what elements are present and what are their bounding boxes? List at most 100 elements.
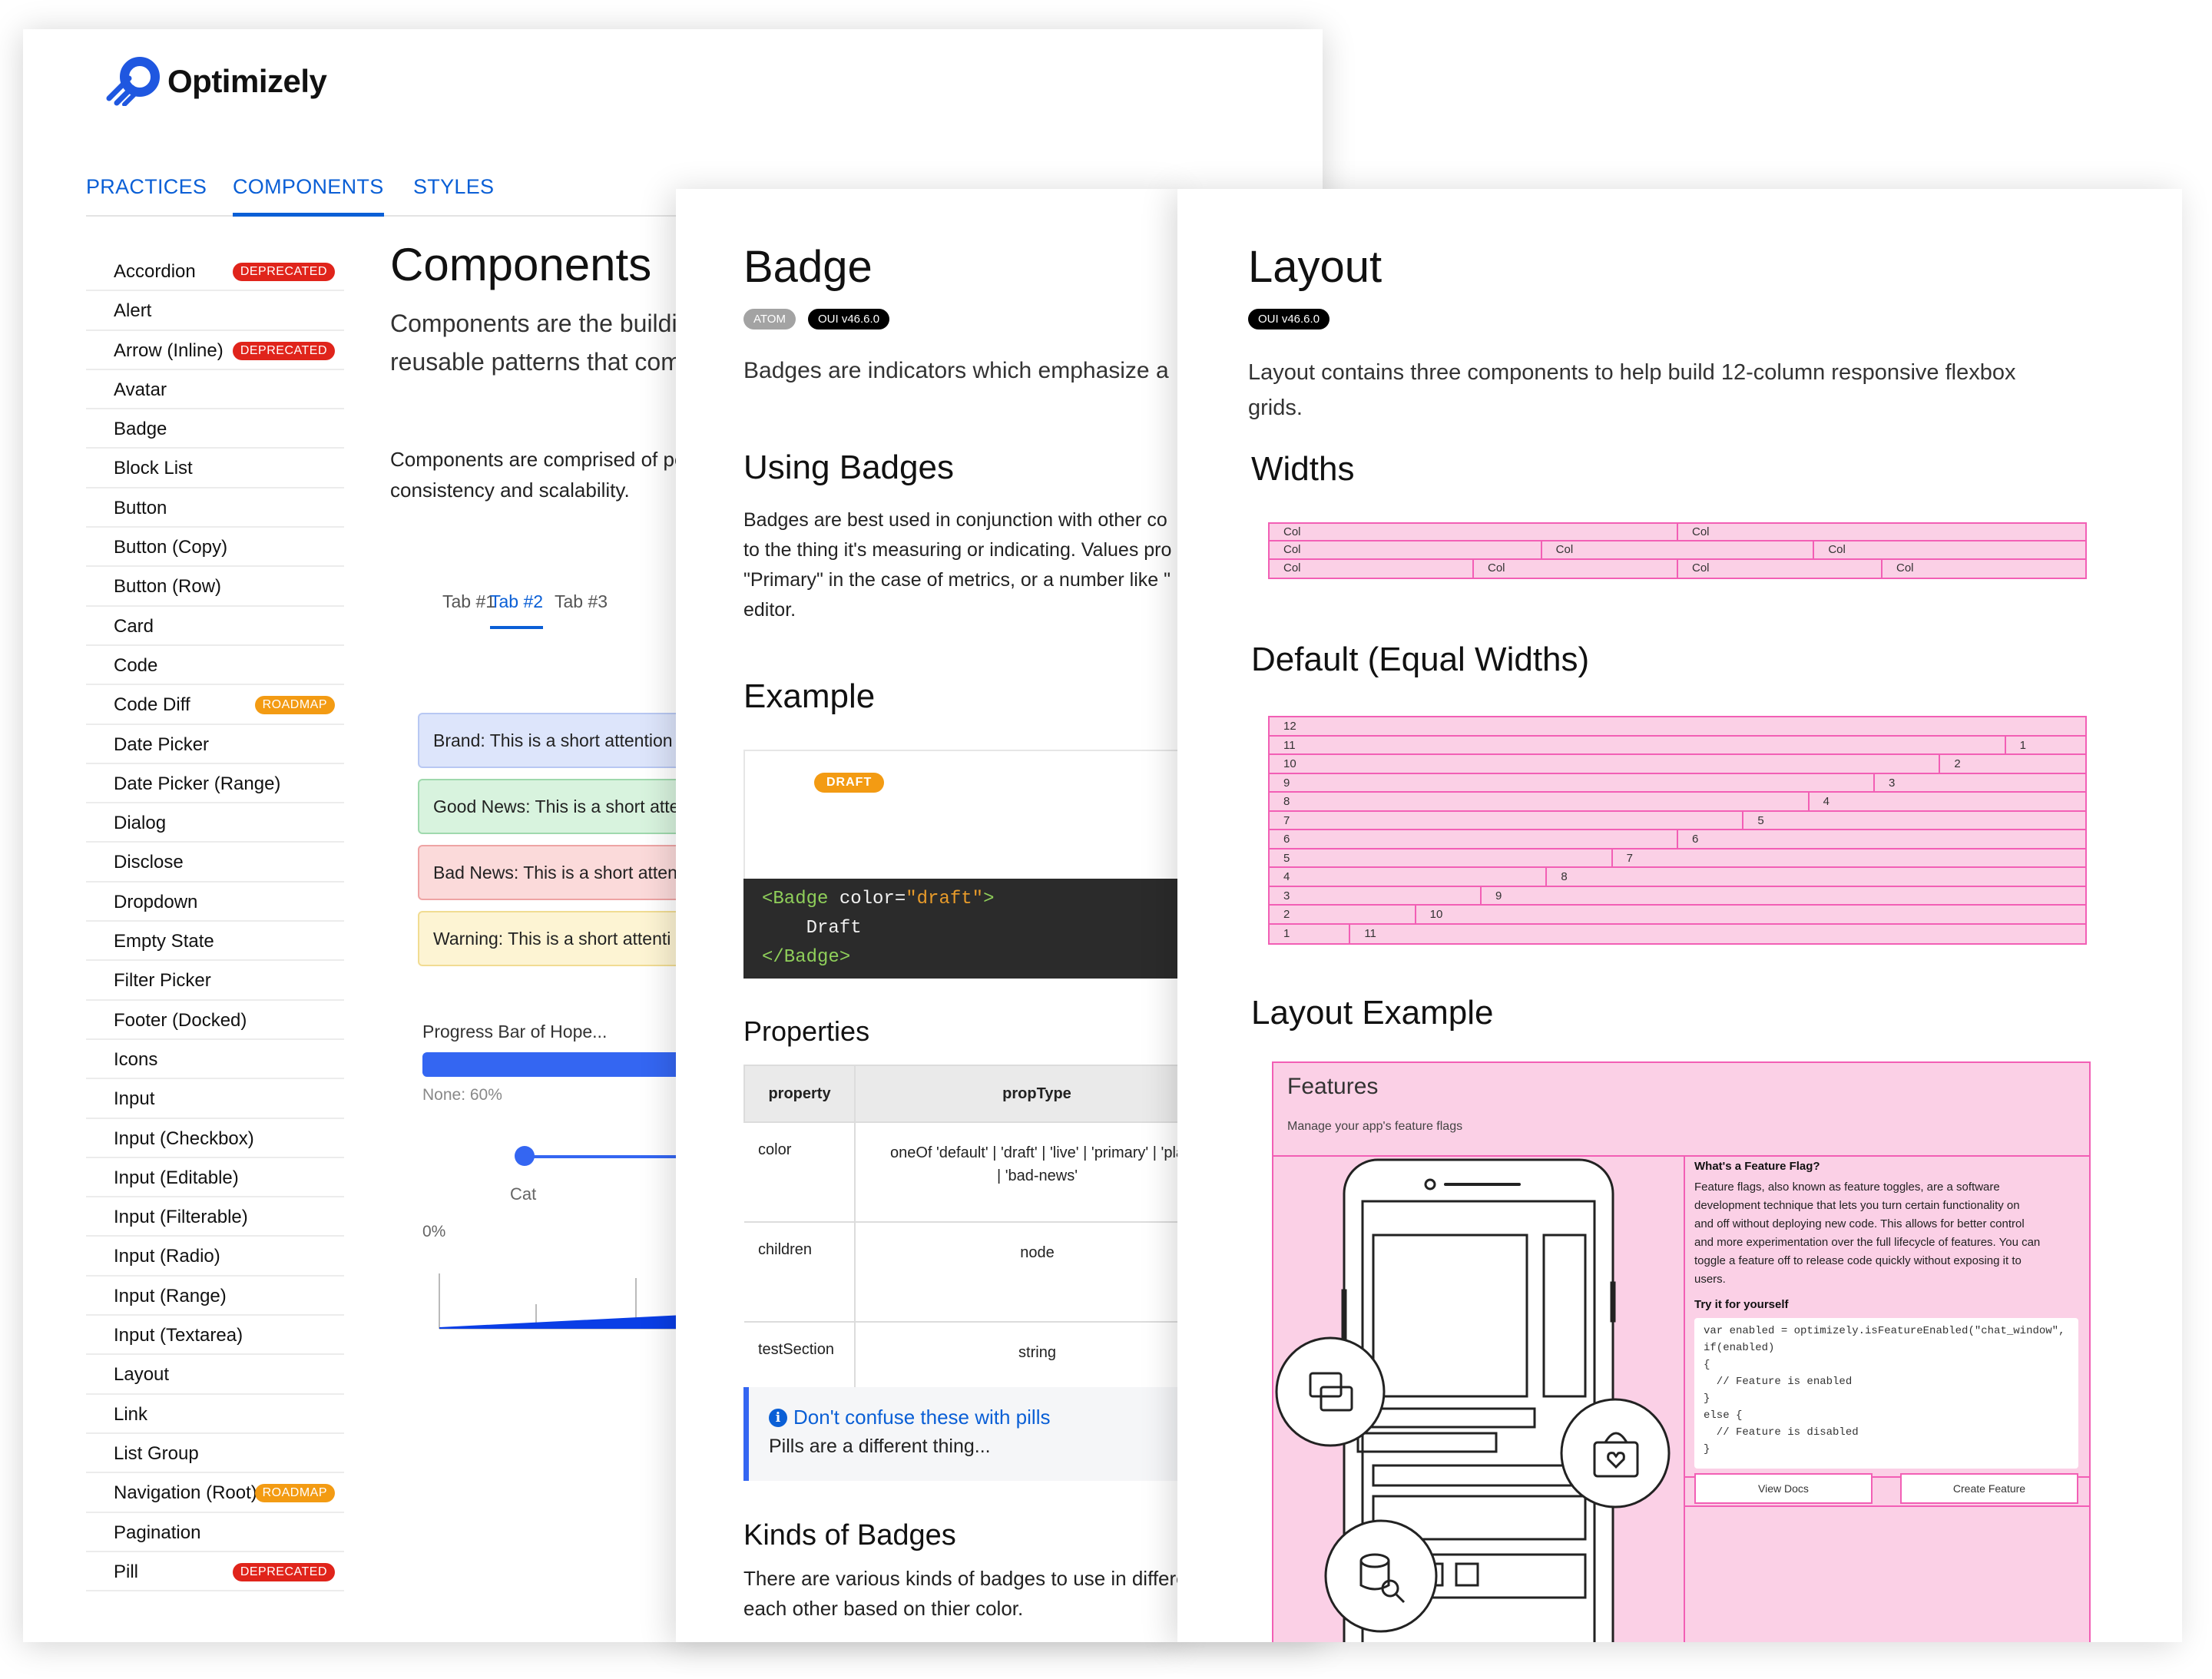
grid-col: 2 <box>1940 755 2085 773</box>
sidebar-item[interactable]: Layout <box>86 1355 344 1395</box>
grid-row: 12 <box>1270 717 2085 737</box>
sidebar-item[interactable]: Alert <box>86 291 344 331</box>
slider-handle[interactable] <box>515 1146 535 1166</box>
sidebar-item[interactable]: Input <box>86 1079 344 1119</box>
tab-3[interactable]: Tab #3 <box>555 591 608 611</box>
grid-col: 12 <box>1270 717 2085 735</box>
feature-title: Features <box>1287 1074 1379 1099</box>
sidebar-item-label: Code <box>114 654 158 676</box>
code-attr-value: "draft" <box>906 889 984 909</box>
sidebar-item[interactable]: Code <box>86 646 344 686</box>
sidebar-item[interactable]: Accordion DEPRECATED <box>86 252 344 292</box>
sidebar-item[interactable]: Button <box>86 488 344 528</box>
tab-2[interactable]: Tab #2 <box>490 591 544 629</box>
sidebar-item[interactable]: Navigation (Root) ROADMAP <box>86 1473 344 1513</box>
nav-tab-components[interactable]: COMPONENTS <box>233 175 384 217</box>
code-snippet[interactable]: <Badge color="draft"> Draft </Badge> <box>743 879 1183 979</box>
grid-row: Col Col <box>1270 524 2085 542</box>
nav-tab-practices[interactable]: PRACTICES <box>86 175 207 198</box>
grid-col: Col <box>1541 541 1815 558</box>
sidebar-item-label: Date Picker (Range) <box>114 773 281 794</box>
table-row: children node <box>744 1222 1183 1323</box>
sidebar-item-label: Input (Range) <box>114 1285 227 1306</box>
grid-col: 9 <box>1482 886 2085 904</box>
grid-col: 7 <box>1270 811 1744 829</box>
brand-name: Optimizely <box>167 63 327 99</box>
sidebar-item[interactable]: Input (Textarea) <box>86 1316 344 1356</box>
equal-widths-heading: Default (Equal Widths) <box>1251 641 1590 678</box>
widths-heading: Widths <box>1251 450 1355 488</box>
sidebar-item-label: Button <box>114 497 167 518</box>
sidebar-item-label: Pagination <box>114 1522 201 1543</box>
kinds-body: There are various kinds of badges to use… <box>743 1567 1183 1620</box>
sidebar-item[interactable]: Disclose <box>86 843 344 883</box>
sidebar-item[interactable]: Button (Row) <box>86 567 344 607</box>
sidebar-item[interactable]: Link <box>86 1395 344 1434</box>
sidebar-item[interactable]: Input (Filterable) <box>86 1197 344 1237</box>
example-heading: Example <box>743 677 876 715</box>
layout-description: Layout contains three components to help… <box>1248 360 2016 420</box>
brand-logo[interactable]: Optimizely <box>106 57 327 106</box>
layout-example: Features Manage your app's feature flags <box>1272 1061 2091 1642</box>
create-feature-button[interactable]: Create Feature <box>1900 1473 2078 1504</box>
sidebar-item-label: Button (Copy) <box>114 537 228 558</box>
sidebar-item[interactable]: Button (Copy) <box>86 528 344 568</box>
sidebar-item[interactable]: Filter Picker <box>86 961 344 1001</box>
sidebar-item[interactable]: Badge <box>86 409 344 449</box>
sidebar-item-label: Layout <box>114 1364 170 1386</box>
sidebar-item-label: Disclose <box>114 852 184 873</box>
sidebar-item[interactable]: Dropdown <box>86 883 344 922</box>
feature-code-snippet[interactable]: var enabled = optimizely.isFeatureEnable… <box>1694 1318 2078 1469</box>
grid-row: Col Col Col <box>1270 541 2086 560</box>
sidebar-item[interactable]: Icons <box>86 1040 344 1080</box>
sidebar-item[interactable]: Arrow (Inline) DEPRECATED <box>86 331 344 370</box>
sidebar-item[interactable]: Dialog <box>86 803 344 843</box>
page-subtitle: Components are the buildi reusable patte… <box>390 310 681 376</box>
sidebar-item[interactable]: Footer (Docked) <box>86 1001 344 1040</box>
deprecated-badge: DEPRECATED <box>232 263 335 281</box>
sidebar-item[interactable]: Code Diff ROADMAP <box>86 685 344 725</box>
roadmap-badge: ROADMAP <box>254 1484 335 1503</box>
sidebar-item[interactable]: Block List <box>86 449 344 488</box>
grid-col: 3 <box>1875 773 2085 791</box>
sidebar-item[interactable]: Date Picker <box>86 725 344 764</box>
tab-1[interactable]: Tab #1 <box>442 591 496 611</box>
grid-col: 5 <box>1270 849 1613 866</box>
deprecated-badge: DEPRECATED <box>232 341 335 360</box>
badge-page-title: Badge <box>743 242 873 292</box>
sidebar-item-label: Arrow (Inline) <box>114 339 224 361</box>
sidebar-item[interactable]: List Group <box>86 1434 344 1474</box>
grid-row: 10 2 <box>1270 755 2085 774</box>
sidebar-item-label: Button (Row) <box>114 576 222 598</box>
property-name: children <box>744 1222 856 1323</box>
sidebar-item[interactable]: Input (Range) <box>86 1277 344 1316</box>
sidebar-item-label: Avatar <box>114 379 167 400</box>
grid-col: 2 <box>1270 906 1416 923</box>
sidebar-item[interactable]: Empty State <box>86 922 344 962</box>
sidebar-item[interactable]: Avatar <box>86 370 344 410</box>
view-docs-button[interactable]: View Docs <box>1694 1473 1873 1504</box>
feature-info-title: What's a Feature Flag? <box>1694 1160 1820 1173</box>
sidebar-item[interactable]: Pill DEPRECATED <box>86 1552 344 1592</box>
sidebar-item[interactable]: Date Picker (Range) <box>86 764 344 804</box>
sidebar-item-label: Navigation (Root) <box>114 1482 257 1504</box>
badge-window: Badge ATOM OUI v46.6.0 Badges are indica… <box>676 189 1183 1642</box>
grid-col: 8 <box>1547 868 2085 886</box>
grid-col: 1 <box>2005 736 2085 753</box>
sidebar-item-label: Filter Picker <box>114 970 211 992</box>
callout-title: Don't confuse these with pills <box>793 1406 1051 1429</box>
sidebar-item[interactable]: Pagination <box>86 1513 344 1552</box>
sidebar-item[interactable]: Input (Radio) <box>86 1237 344 1277</box>
sidebar-item[interactable]: Card <box>86 607 344 646</box>
grid-col: 6 <box>1678 830 2085 848</box>
try-it-title: Try it for yourself <box>1694 1298 1789 1311</box>
sidebar-item[interactable]: Input (Checkbox) <box>86 1119 344 1158</box>
nav-tab-styles[interactable]: STYLES <box>413 175 495 198</box>
sidebar-item[interactable]: Input (Editable) <box>86 1158 344 1198</box>
